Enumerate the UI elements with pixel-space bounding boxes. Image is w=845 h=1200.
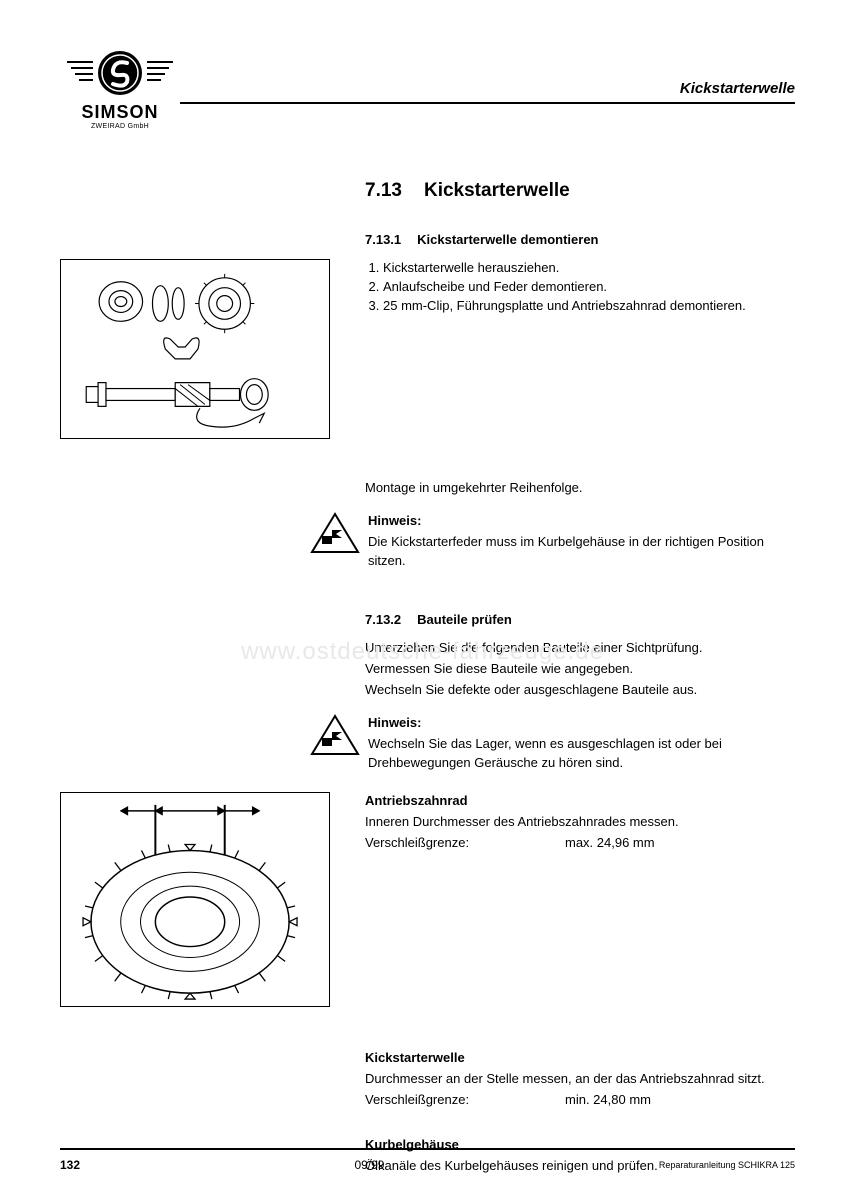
sub1-number: 7.13.1 (365, 232, 401, 247)
hint-label: Hinweis: (368, 512, 795, 531)
warning-icon (310, 512, 360, 556)
part1-text: Inneren Durchmesser des Antriebszahnrade… (365, 813, 795, 832)
step-1: Kickstarterwelle herausziehen. (383, 259, 795, 278)
section-number: 7.13 (365, 180, 402, 201)
hint-1: Hinweis: Die Kickstarterfeder muss im Ku… (310, 512, 795, 573)
part2-title: Kickstarterwelle (365, 1049, 795, 1068)
logo-block: SIMSON ZWEIRAD GmbH (60, 48, 180, 130)
intro-line-1: Unterziehen Sie die folgenden Bauteile e… (365, 639, 795, 658)
warning-icon (310, 714, 360, 758)
brand-name: SIMSON (81, 102, 158, 123)
hint-2: Hinweis: Wechseln Sie das Lager, wenn es… (310, 714, 795, 775)
step-3: 25 mm-Clip, Führungsplatte und Antriebsz… (383, 297, 795, 316)
sub1-steps: Kickstarterwelle herausziehen. Anlaufsch… (365, 259, 795, 316)
hint2-label: Hinweis: (368, 714, 795, 733)
page-header: SIMSON ZWEIRAD GmbH Kickstarterwelle (60, 40, 795, 130)
page-number: 132 (60, 1158, 80, 1172)
subsection-2-title: 7.13.2 Bauteile prüfen (365, 612, 795, 627)
part2-spec-value: min. 24,80 mm (565, 1091, 651, 1110)
header-page-title: Kickstarterwelle (670, 80, 795, 97)
subsection-1-title: 7.13.1 Kickstarterwelle demontieren (365, 232, 795, 247)
part1-block: Antriebszahnrad Inneren Durchmesser des … (365, 792, 795, 853)
part2-block: Kickstarterwelle Durchmesser an der Stel… (365, 1049, 795, 1110)
section-title: 7.13 Kickstarterwelle (365, 180, 795, 202)
brand-subtitle: ZWEIRAD GmbH (91, 123, 149, 130)
part1-title: Antriebszahnrad (365, 792, 795, 811)
figure-gear-measure (60, 792, 330, 1007)
part1-spec-label: Verschleißgrenze: (365, 834, 565, 853)
assembly-note: Montage in umgekehrter Reihenfolge. (365, 479, 795, 498)
sub1-name: Kickstarterwelle demontieren (417, 232, 598, 247)
part2-spec-label: Verschleißgrenze: (365, 1091, 565, 1110)
footer-date: 09/99 (354, 1158, 384, 1172)
sub2-intro: Unterziehen Sie die folgenden Bauteile e… (365, 639, 795, 702)
part2-text: Durchmesser an der Stelle messen, an der… (365, 1070, 795, 1089)
hint2-text: Wechseln Sie das Lager, wenn es ausgesch… (368, 735, 795, 773)
section-name: Kickstarterwelle (424, 180, 570, 201)
figure-shaft-exploded (60, 259, 330, 439)
step-2: Anlaufscheibe und Feder demontieren. (383, 278, 795, 297)
intro-line-2: Vermessen Sie diese Bauteile wie angegeb… (365, 660, 795, 679)
intro-line-3: Wechseln Sie defekte oder ausgeschlagene… (365, 681, 795, 700)
hint-text: Die Kickstarterfeder muss im Kurbelgehäu… (368, 533, 795, 571)
part1-spec-value: max. 24,96 mm (565, 834, 655, 853)
simson-logo-icon (65, 48, 175, 98)
footer-doc-title: Reparaturanleitung SCHIKRA 125 (659, 1158, 795, 1172)
sub2-number: 7.13.2 (365, 612, 401, 627)
footer-rule (60, 1148, 795, 1150)
content-area: 7.13 Kickstarterwelle 7.13.1 Kickstarterwe… (60, 180, 795, 1178)
page-footer: 132 09/99 Reparaturanleitung SCHIKRA 125 (60, 1148, 795, 1172)
sub2-name: Bauteile prüfen (417, 612, 512, 627)
